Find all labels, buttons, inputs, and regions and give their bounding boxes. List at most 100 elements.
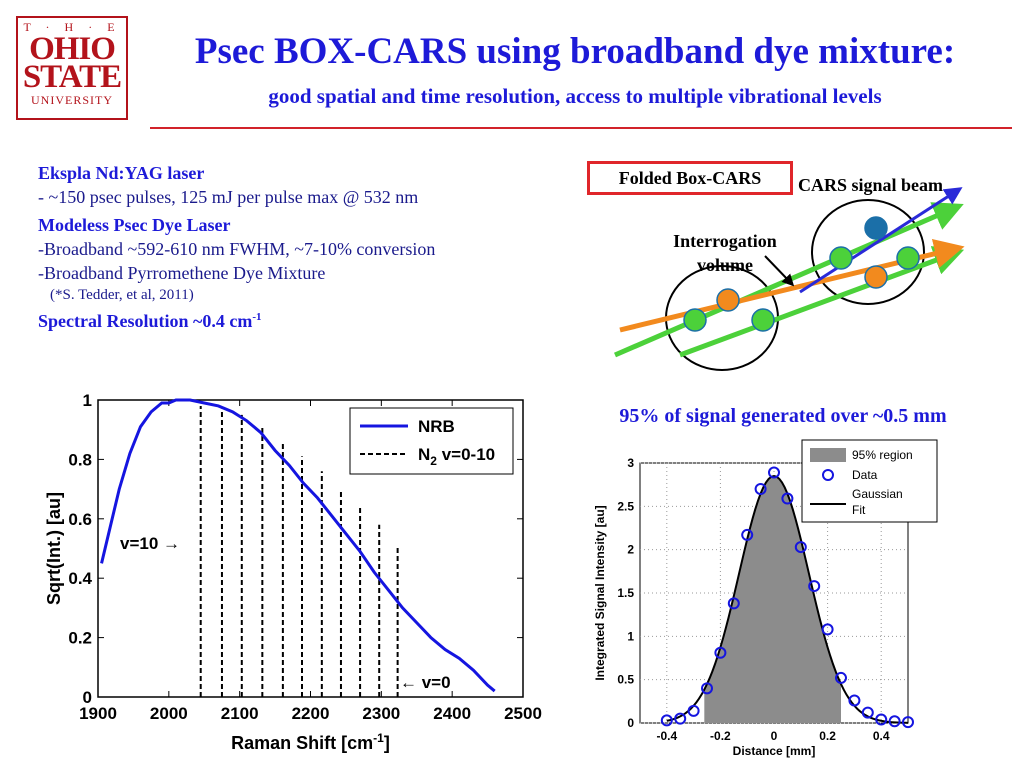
logo-ohio: OHIO [29,31,116,67]
legend-data-label: Data [852,468,878,482]
logo-the: T · H · E [23,20,121,34]
nrb-series-line [100,398,496,693]
orange-spot-2 [864,265,888,289]
pump-beam-2 [679,246,965,358]
output-beam-cross-section [811,199,925,305]
data-point [835,671,847,684]
annotation-v0: ← v=0 [400,673,451,692]
left-text-block: Ekspla Nd:YAG laser - ~150 psec pulses, … [38,161,578,333]
data-point [848,694,861,707]
y-tick-label: 2.5 [617,499,634,513]
title-divider [150,127,1012,129]
signal-distance-chart: -0.4 -0.2 0 0.2 0.4 0 0.5 1 1.5 2 2.5 3 Distance [mm… [593,439,938,758]
x-tick-label: 2100 [221,704,259,723]
legend-fit-label-1: Gaussian [852,487,903,501]
laser-heading: Ekspla Nd:YAG laser [38,163,205,183]
x-tick-label: 2400 [433,704,471,723]
cars-signal-label: CARS signal beam [798,175,944,195]
x-tick-label: 0 [771,729,778,743]
spectral-resolution: Spectral Resolution ~0.4 cm-1 [38,305,578,333]
data-point [741,528,754,541]
nrb-spectrum-chart: 1900 2000 2100 2200 2300 2400 2500 0 0.2 0.4 0.6 0.… [44,391,542,753]
interrogation-arrow [764,255,795,287]
x-tick-label: 2200 [292,704,330,723]
data-point [888,715,901,728]
stokes-beam [619,238,965,333]
data-point [821,623,834,636]
y-axis-label: Sqrt(Int.) [au] [44,492,64,605]
laser-detail: - ~150 psec pulses, 125 mJ per pulse max… [38,187,419,207]
x-tick-label: 2500 [504,704,542,723]
x-tick-label: 1900 [79,704,117,723]
y-tick-label: 0.8 [68,450,92,469]
data-point [861,706,874,719]
folded-boxcars-label: Folded Box-CARS [587,161,793,195]
data-point [768,466,780,479]
data-point [808,580,821,593]
spectral-resolution-sup: -1 [252,311,262,323]
pump-beam-1 [614,202,964,358]
green-spot-2 [751,308,775,332]
legend-fit-label-2: Fit [852,503,866,517]
region-95-fill [704,476,841,723]
x-tick-label: -0.4 [656,729,677,743]
y-tick-label: 1 [627,629,634,643]
gaussian-caption: 95% of signal generated over ~0.5 mm [619,405,947,427]
y-tick-label: 0.4 [68,569,92,588]
data-point [674,712,687,725]
data-point [727,597,740,610]
data-point [875,713,888,726]
spectral-resolution-text: Spectral Resolution ~0.4 cm [38,311,253,331]
y-tick-label: 0 [83,688,92,707]
legend-box [349,407,514,475]
y-tick-label: 2 [627,543,634,557]
interrogation-line-2: volume [697,255,753,275]
y-tick-label: 0.5 [617,673,634,687]
y-tick-label: 1 [83,391,92,410]
y-tick-label: 0.2 [68,629,92,648]
x-tick-label: 0.4 [873,729,890,743]
legend-data-swatch [822,469,834,481]
ohio-state-logo: T · H · E OHIO STATE UNIVERSITY [16,16,128,120]
green-spot-4 [896,246,920,270]
x-tick-label: 2000 [150,704,188,723]
dye-line-1: -Broadband ~592-610 nm FWHM, ~7-10% conv… [38,239,436,259]
slide-title: Psec BOX-CARS using broadband dye mixtur… [194,31,956,72]
data-point [701,682,713,695]
logo-university: UNIVERSITY [31,93,113,107]
x-axis-label: Distance [mm] [733,744,816,758]
y-tick-label: 1.5 [617,586,634,600]
green-spot-3 [829,246,853,270]
data-point [794,541,807,554]
data-point [714,646,727,659]
slide-subtitle: good spatial and time resolution, access… [268,84,882,108]
dye-line-2: -Broadband Pyrromethene Dye Mixture [38,263,326,283]
y-tick-label: 0 [627,716,634,730]
data-point [660,714,673,727]
blue-spot [864,216,888,240]
x-tick-label: -0.2 [710,729,731,743]
annotation-v10: v=10 → [120,534,180,553]
x-tick-label: 2300 [362,704,400,723]
data-point [687,704,700,717]
logo-state: STATE [22,59,122,95]
x-tick-label: 0.2 [819,729,836,743]
data-point [902,716,914,729]
y-tick-label: 3 [627,456,634,470]
orange-spot-1 [716,288,740,312]
legend-nrb-label: NRB [418,417,455,436]
x-axis-label: Raman Shift [cm-1] [231,731,390,753]
boxcars-diagram [614,187,965,371]
dye-reference: (*S. Tedder, et al, 2011) [50,287,194,303]
y-axis-label: Integrated Signal Intensity [au] [593,505,607,680]
legend-region-label: 95% region [852,448,913,462]
interrogation-label: Interrogation volume [640,229,810,277]
data-point [754,483,767,495]
data-point [781,492,794,505]
green-spot-1 [683,308,707,332]
legend-region-swatch [810,448,846,462]
cars-signal-arrow [799,187,963,294]
dye-heading: Modeless Psec Dye Laser [38,215,231,235]
legend-n2-label: N2 v=0-10 [418,445,495,468]
y-tick-label: 0.6 [68,510,92,529]
